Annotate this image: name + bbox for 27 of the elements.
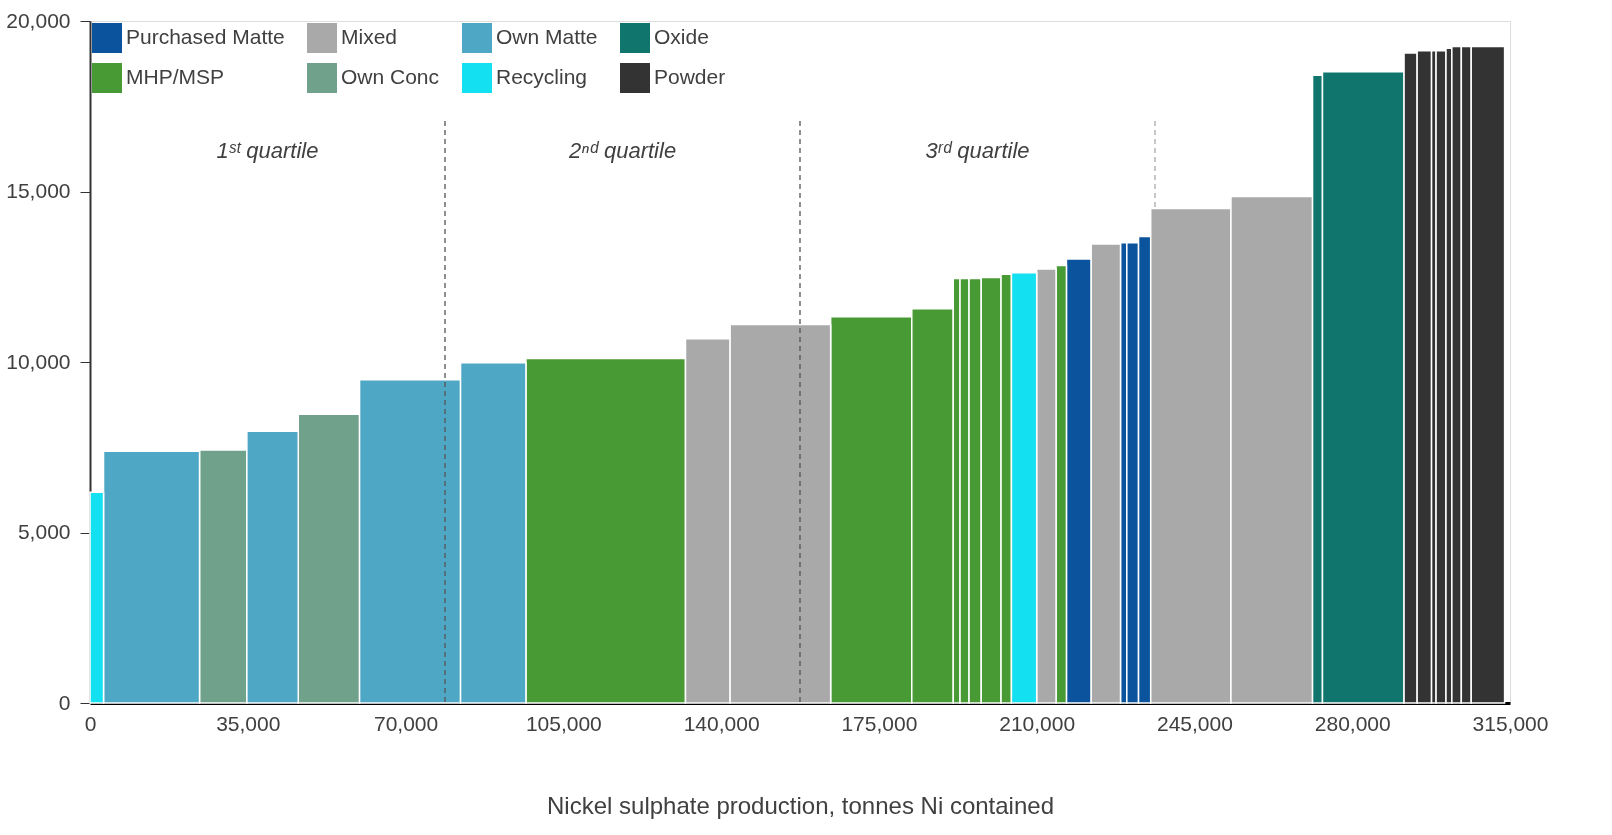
x-tick-label: 140,000 bbox=[683, 711, 760, 735]
x-tick-label: 35,000 bbox=[216, 711, 281, 735]
legend-label: Own Matte bbox=[496, 25, 598, 48]
legend-label: Oxide bbox=[654, 25, 709, 48]
y-tick-label: 5,000 bbox=[17, 520, 71, 543]
legend-label: Mixed bbox=[341, 25, 398, 48]
x-axis-title: Nickel sulphate production, tonnes Ni contained bbox=[547, 791, 1054, 819]
y-tick-label: 20,000 bbox=[6, 8, 71, 32]
x-tick-label: 245,000 bbox=[1156, 711, 1233, 735]
x-tick-label: 315,000 bbox=[1472, 711, 1549, 735]
legend-label: MHP/MSP bbox=[126, 65, 225, 88]
annotation: 1ˢᵗ quartile bbox=[216, 138, 319, 163]
x-tick-label: 280,000 bbox=[1314, 711, 1391, 735]
legend-label: Powder bbox=[654, 65, 726, 88]
x-tick-label: 175,000 bbox=[841, 711, 918, 735]
y-tick-label: 0 bbox=[58, 690, 71, 714]
annotation: 3ʳᵈ quartile bbox=[925, 138, 1030, 163]
y-tick-label: 10,000 bbox=[6, 349, 71, 373]
legend-label: Recycling bbox=[496, 65, 588, 88]
legend-label: Own Conc bbox=[341, 65, 440, 88]
legend-label: Purchased Matte bbox=[126, 25, 285, 48]
x-tick-label: 105,000 bbox=[525, 711, 602, 735]
y-tick-label: 15,000 bbox=[6, 179, 71, 202]
x-tick-label: 210,000 bbox=[999, 711, 1076, 735]
x-tick-label: 0 bbox=[84, 711, 97, 735]
annotation: 2ⁿᵈ quartile bbox=[567, 138, 677, 163]
x-tick-label: 70,000 bbox=[373, 711, 439, 735]
